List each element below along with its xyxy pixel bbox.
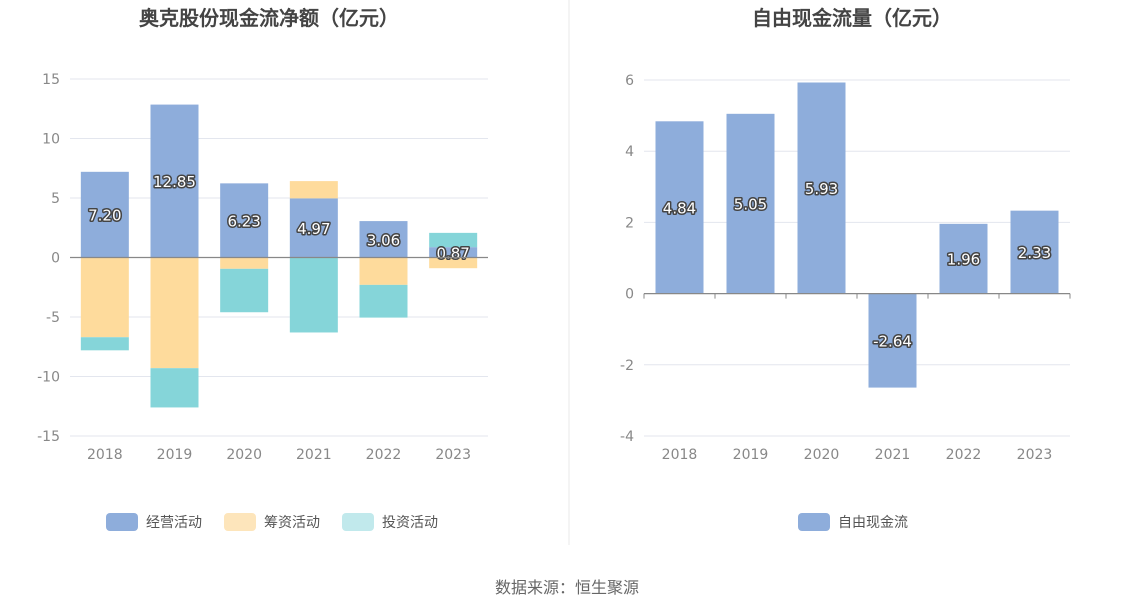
data-label: 2.33	[1018, 244, 1051, 262]
bar	[359, 284, 408, 318]
y-tick-label: -15	[37, 429, 60, 445]
bar	[429, 257, 478, 269]
x-tick-label: 2023	[1017, 447, 1053, 463]
x-tick-label: 2018	[87, 447, 123, 463]
bar	[359, 221, 408, 258]
bar	[80, 337, 129, 351]
legend-label: 经营活动	[146, 515, 202, 531]
data-label: 1.96	[947, 251, 980, 269]
y-tick-label: 15	[42, 72, 60, 88]
data-label: 7.20	[88, 207, 121, 225]
y-tick-label: 0	[625, 287, 634, 303]
cash-flow-net-chart: 奥克股份现金流净额（亿元） 15 10 5 0 -5 -10 -15 7.20 12.85 6.23…	[37, 6, 488, 531]
bar	[359, 257, 408, 285]
legend-swatch	[798, 513, 830, 531]
legend-swatch	[342, 513, 374, 531]
legend-swatch	[224, 513, 256, 531]
legend-label: 筹资活动	[264, 514, 320, 531]
bar	[655, 121, 704, 294]
bar	[797, 82, 846, 294]
bar	[150, 104, 199, 258]
data-label: 5.05	[734, 196, 767, 214]
data-label: 5.93	[805, 180, 838, 198]
y-tick-label: 10	[42, 132, 60, 148]
bar	[220, 183, 269, 258]
x-tick-label: 2020	[226, 447, 262, 463]
bar	[429, 232, 478, 248]
x-tick-label: 2021	[296, 447, 332, 463]
bar	[289, 257, 338, 333]
data-label: 3.06	[367, 231, 400, 249]
bar	[1010, 210, 1059, 294]
data-label: 4.97	[297, 220, 330, 238]
bar	[726, 113, 775, 294]
bar	[150, 368, 199, 408]
data-label: 4.84	[663, 199, 696, 217]
x-tick-label: 2020	[804, 447, 840, 463]
y-tick-label: 5	[51, 191, 60, 207]
data-label: 0.87	[436, 244, 469, 262]
bar	[289, 181, 338, 199]
legend-swatch	[106, 513, 138, 531]
y-tick-label: -2	[620, 358, 634, 374]
x-tick-label: 2021	[875, 447, 911, 463]
chart-title: 自由现金流量（亿元）	[752, 6, 952, 30]
y-tick-label: 6	[625, 73, 634, 89]
legend-label: 自由现金流	[838, 515, 908, 531]
free-cash-flow-chart: 自由现金流量（亿元） 6 4 2 0 -2 -4 4.84 5.05 5.93 -2.64 1.96 2…	[620, 6, 1071, 531]
data-label: 6.23	[227, 212, 260, 230]
y-tick-label: -4	[620, 429, 634, 445]
x-tick-label: 2023	[435, 447, 471, 463]
y-tick-label: -10	[37, 370, 60, 386]
x-tick-label: 2022	[366, 447, 402, 463]
x-tick-label: 2022	[946, 447, 982, 463]
bar	[289, 198, 338, 258]
legend-label: 投资活动	[382, 515, 438, 531]
bar	[220, 268, 269, 313]
x-tick-label: 2018	[662, 447, 698, 463]
x-tick-label: 2019	[733, 447, 769, 463]
chart-title: 奥克股份现金流净额（亿元）	[139, 6, 399, 30]
bar	[150, 257, 199, 369]
y-tick-label: 4	[625, 144, 634, 160]
y-tick-label: -5	[46, 310, 60, 326]
x-tick-label: 2019	[157, 447, 193, 463]
bar	[80, 171, 129, 258]
bar	[220, 257, 269, 269]
data-source: 数据来源：恒生聚源	[495, 578, 639, 597]
y-tick-label: 0	[51, 251, 60, 267]
y-tick-label: 2	[625, 215, 634, 231]
data-label: -2.64	[873, 333, 912, 351]
bar	[868, 293, 917, 388]
bar	[429, 247, 478, 258]
data-label: 12.85	[153, 173, 196, 191]
bar	[80, 257, 129, 338]
bar	[939, 223, 988, 294]
